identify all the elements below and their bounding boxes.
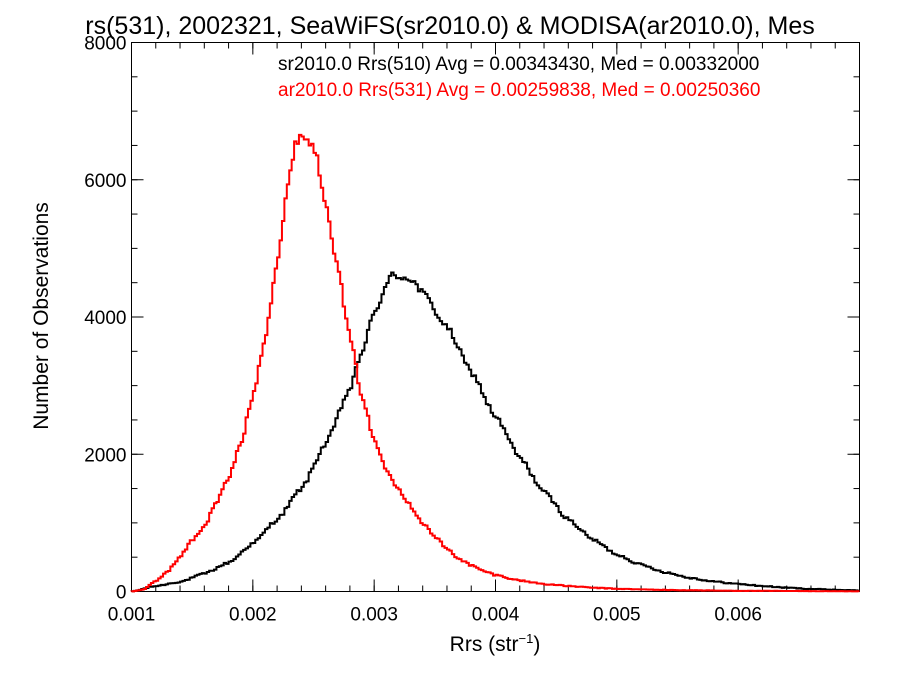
y-axis-label: Number of Observations	[30, 202, 53, 430]
chart-title: rs(531), 2002321, SeaWiFS(sr2010.0) & MO…	[85, 12, 814, 40]
histogram-line-sr2010	[130, 271, 860, 593]
stats-annotation-ar2010: ar2010.0 Rrs(531) Avg = 0.00259838, Med …	[278, 80, 760, 101]
y-tick-label: 6000	[84, 171, 126, 192]
y-tick-label: 0	[116, 583, 127, 604]
x-axis-label: Rrs (str−1)	[450, 631, 541, 656]
y-tick-label: 2000	[84, 445, 126, 466]
y-tick-label: 4000	[84, 308, 126, 329]
x-tick-label: 0.003	[350, 605, 398, 626]
x-tick-label: 0.005	[593, 605, 641, 626]
x-tick-label: 0.004	[472, 605, 520, 626]
x-axis-label-superscript: −1	[519, 631, 534, 646]
axis-ticks: 0.001 0.002 0.003 0.004 0.005 0.006 0 2000 4000 6…	[84, 34, 860, 626]
histogram-series	[130, 133, 860, 593]
x-tick-label: 0.006	[714, 605, 762, 626]
x-axis-label-text: Rrs (str	[450, 633, 519, 656]
stats-annotation-sr2010: sr2010.0 Rrs(510) Avg = 0.00343430, Med …	[278, 54, 759, 75]
histogram-line-ar2010	[130, 133, 860, 593]
x-tick-label: 0.002	[229, 605, 277, 626]
x-axis-label-close: )	[533, 633, 540, 656]
x-tick-label: 0.001	[108, 605, 156, 626]
y-tick-label: 8000	[84, 34, 126, 55]
plot-frame	[131, 42, 860, 592]
